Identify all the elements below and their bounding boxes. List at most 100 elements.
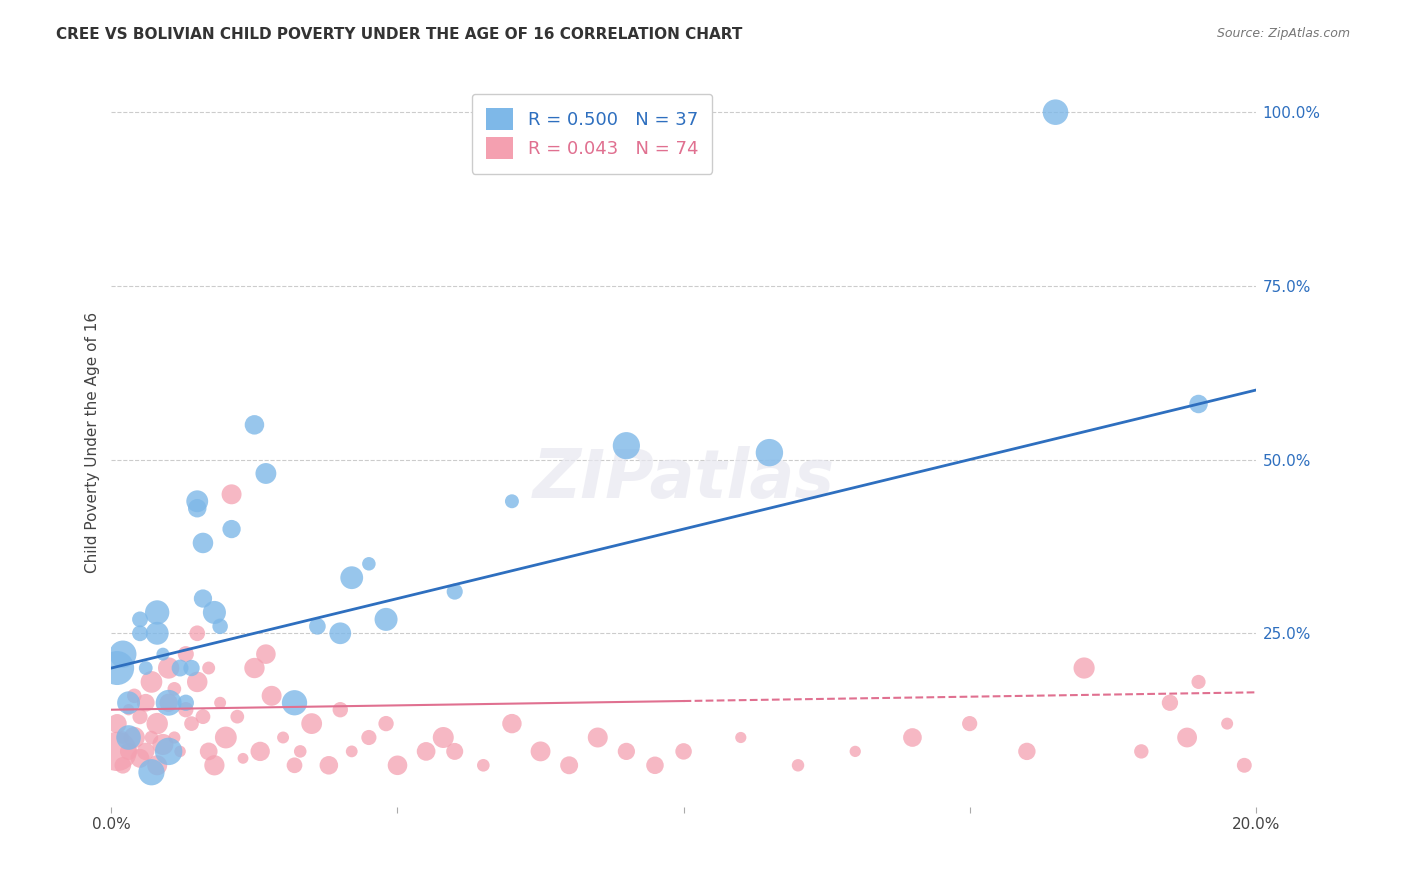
Cree [357, 557, 380, 571]
Bolivians [226, 709, 249, 723]
Cree [1045, 105, 1067, 120]
Cree [443, 584, 465, 599]
Bolivians [180, 716, 202, 731]
Bolivians [197, 744, 219, 758]
Bolivians [232, 751, 254, 765]
Cree [191, 536, 214, 550]
Bolivians [157, 696, 180, 710]
Bolivians [558, 758, 581, 772]
Bolivians [141, 674, 163, 689]
Cree [307, 619, 329, 633]
Bolivians [105, 716, 128, 731]
Cree [157, 696, 180, 710]
Cree [186, 501, 208, 516]
Bolivians [529, 744, 551, 758]
Cree [129, 626, 152, 640]
Bolivians [443, 744, 465, 758]
Bolivians [254, 647, 277, 661]
Bolivians [959, 716, 981, 731]
Bolivians [1216, 716, 1239, 731]
Bolivians [1130, 744, 1153, 758]
Bolivians [357, 731, 380, 745]
Cree [157, 744, 180, 758]
Bolivians [844, 744, 866, 758]
Bolivians [152, 738, 174, 752]
Bolivians [1175, 731, 1198, 745]
Cree [1187, 397, 1209, 411]
Cree [146, 606, 169, 620]
Cree [202, 606, 225, 620]
Bolivians [146, 758, 169, 772]
Cree [254, 467, 277, 481]
Bolivians [644, 758, 666, 772]
Bolivians [124, 689, 146, 703]
Cree [758, 445, 780, 459]
Bolivians [501, 716, 523, 731]
Bolivians [375, 716, 398, 731]
Bolivians [415, 744, 437, 758]
Text: Source: ZipAtlas.com: Source: ZipAtlas.com [1216, 27, 1350, 40]
Bolivians [271, 731, 294, 745]
Cree [186, 494, 208, 508]
Bolivians [672, 744, 695, 758]
Cree [152, 647, 174, 661]
Bolivians [901, 731, 924, 745]
Cree [180, 661, 202, 675]
Bolivians [1159, 696, 1181, 710]
Y-axis label: Child Poverty Under the Age of 16: Child Poverty Under the Age of 16 [86, 311, 100, 573]
Bolivians [163, 731, 186, 745]
Bolivians [202, 758, 225, 772]
Bolivians [186, 626, 208, 640]
Text: ZIPatlas: ZIPatlas [533, 446, 835, 512]
Bolivians [260, 689, 283, 703]
Bolivians [318, 758, 340, 772]
Bolivians [290, 744, 312, 758]
Cree [146, 626, 169, 640]
Bolivians [163, 681, 186, 696]
Bolivians [209, 696, 232, 710]
Cree [209, 619, 232, 633]
Bolivians [117, 703, 139, 717]
Cree [191, 591, 214, 606]
Bolivians [283, 758, 305, 772]
Bolivians [146, 716, 169, 731]
Bolivians [141, 731, 163, 745]
Bolivians [432, 731, 454, 745]
Cree [169, 661, 191, 675]
Bolivians [614, 744, 637, 758]
Bolivians [472, 758, 495, 772]
Bolivians [329, 703, 352, 717]
Cree [117, 731, 139, 745]
Cree [141, 765, 163, 780]
Bolivians [135, 696, 157, 710]
Cree [135, 661, 157, 675]
Bolivians [197, 661, 219, 675]
Bolivians [135, 744, 157, 758]
Bolivians [221, 487, 243, 501]
Bolivians [129, 709, 152, 723]
Cree [105, 661, 128, 675]
Bolivians [169, 744, 191, 758]
Bolivians [174, 647, 197, 661]
Cree [614, 439, 637, 453]
Bolivians [1073, 661, 1095, 675]
Bolivians [1015, 744, 1038, 758]
Bolivians [243, 661, 266, 675]
Cree [283, 696, 305, 710]
Cree [340, 571, 363, 585]
Bolivians [124, 731, 146, 745]
Bolivians [301, 716, 323, 731]
Legend: R = 0.500   N = 37, R = 0.043   N = 74: R = 0.500 N = 37, R = 0.043 N = 74 [471, 94, 713, 174]
Bolivians [215, 731, 238, 745]
Cree [329, 626, 352, 640]
Bolivians [111, 758, 134, 772]
Bolivians [249, 744, 271, 758]
Bolivians [129, 751, 152, 765]
Cree [111, 647, 134, 661]
Bolivians [787, 758, 810, 772]
Bolivians [1233, 758, 1256, 772]
Bolivians [1187, 674, 1209, 689]
Cree [221, 522, 243, 536]
Bolivians [340, 744, 363, 758]
Bolivians [117, 744, 139, 758]
